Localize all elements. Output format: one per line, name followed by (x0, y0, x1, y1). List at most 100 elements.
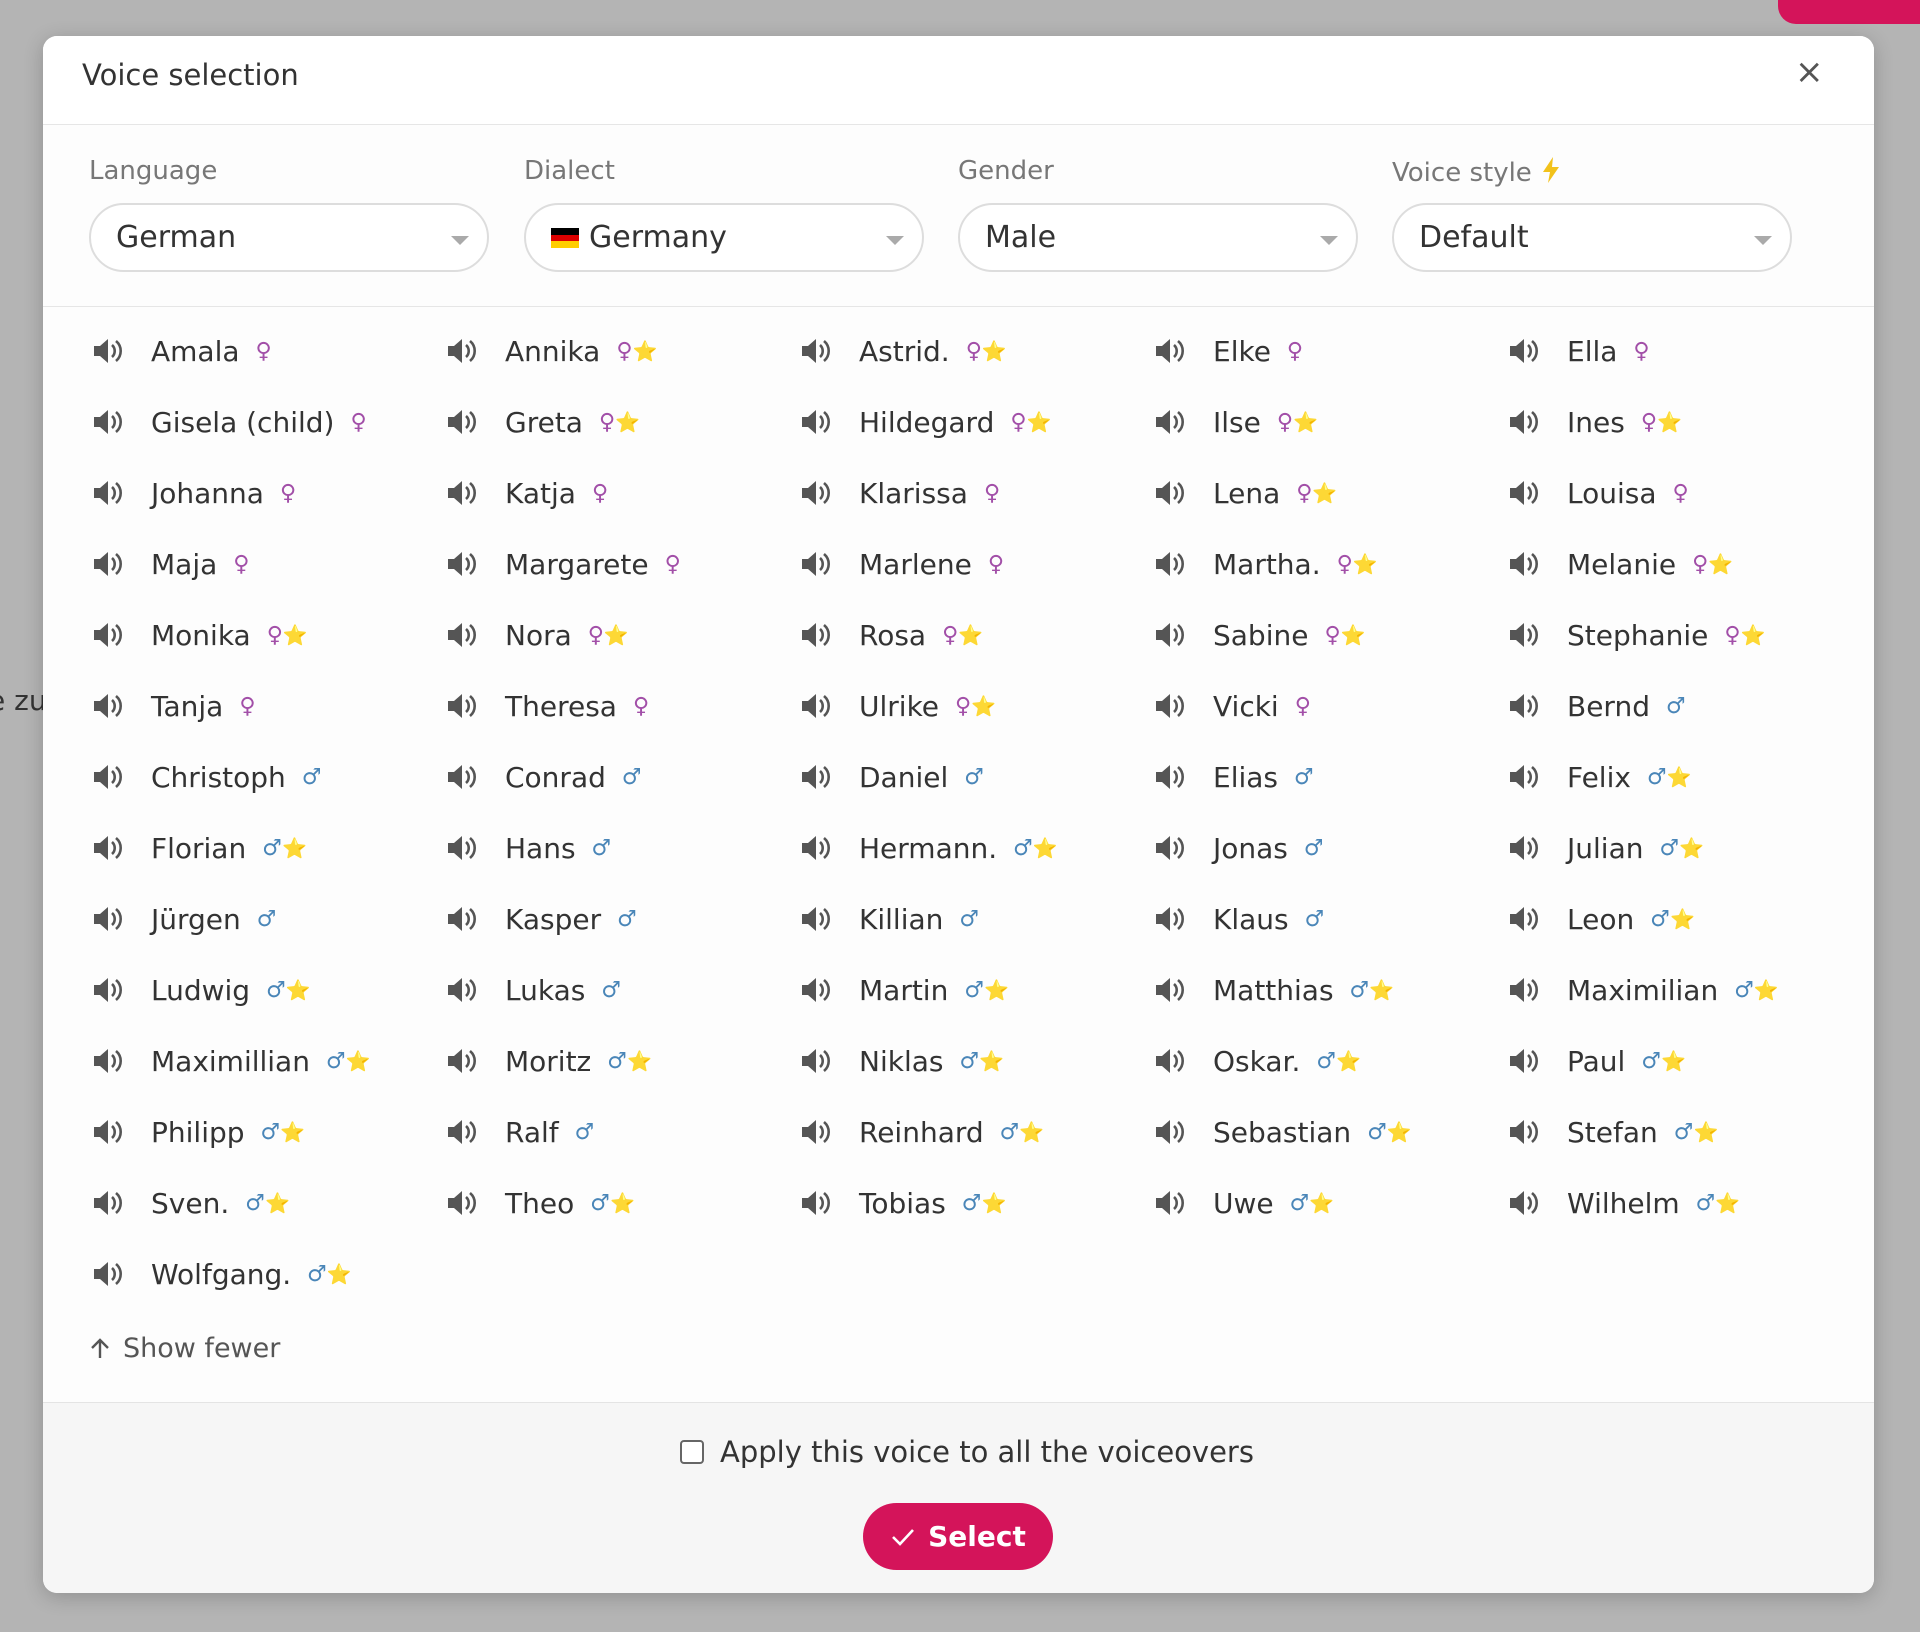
voice-item[interactable]: Christoph ♂ (91, 752, 322, 802)
speaker-icon[interactable] (91, 975, 125, 1005)
voice-item[interactable]: Tanja ♀ (91, 681, 255, 731)
speaker-icon[interactable] (1153, 1117, 1187, 1147)
voice-item[interactable]: Ludwig ♂ ⭐ (91, 965, 311, 1015)
speaker-icon[interactable] (91, 1188, 125, 1218)
voice-item[interactable]: Theo ♂ ⭐ (445, 1178, 635, 1228)
voice-item[interactable]: Ilse ♀ ⭐ (1153, 397, 1318, 447)
speaker-icon[interactable] (1153, 549, 1187, 579)
speaker-icon[interactable] (1507, 1188, 1541, 1218)
voice-item[interactable]: Elias ♂ (1153, 752, 1314, 802)
voice-item[interactable]: Wilhelm ♂ ⭐ (1507, 1178, 1740, 1228)
voice-item[interactable]: Theresa ♀ (445, 681, 649, 731)
voice-item[interactable]: Klaus ♂ (1153, 894, 1324, 944)
speaker-icon[interactable] (91, 833, 125, 863)
speaker-icon[interactable] (91, 904, 125, 934)
voice-item[interactable]: Tobias ♂ ⭐ (799, 1178, 1006, 1228)
speaker-icon[interactable] (799, 1046, 833, 1076)
voice-item[interactable]: Monika ♀ ⭐ (91, 610, 308, 660)
speaker-icon[interactable] (1507, 336, 1541, 366)
speaker-icon[interactable] (1507, 549, 1541, 579)
close-button[interactable]: × (1795, 52, 1824, 92)
voice-item[interactable]: Gisela (child) ♀ (91, 397, 367, 447)
voice-item[interactable]: Katja ♀ (445, 468, 608, 518)
speaker-icon[interactable] (91, 1046, 125, 1076)
voice-item[interactable]: Ulrike ♀ ⭐ (799, 681, 996, 731)
voice-item[interactable]: Sven. ♂ ⭐ (91, 1178, 290, 1228)
speaker-icon[interactable] (799, 620, 833, 650)
speaker-icon[interactable] (1153, 1046, 1187, 1076)
dropdown[interactable]: Germany (524, 203, 924, 272)
speaker-icon[interactable] (445, 833, 479, 863)
speaker-icon[interactable] (799, 904, 833, 934)
speaker-icon[interactable] (1153, 1188, 1187, 1218)
voice-item[interactable]: Stephanie ♀ ⭐ (1507, 610, 1765, 660)
voice-item[interactable]: Felix ♂ ⭐ (1507, 752, 1692, 802)
voice-item[interactable]: Florian ♂ ⭐ (91, 823, 307, 873)
voice-item[interactable]: Conrad ♂ (445, 752, 642, 802)
voice-item[interactable]: Nora ♀ ⭐ (445, 610, 629, 660)
speaker-icon[interactable] (91, 407, 125, 437)
speaker-icon[interactable] (799, 1117, 833, 1147)
speaker-icon[interactable] (445, 1117, 479, 1147)
speaker-icon[interactable] (1153, 691, 1187, 721)
voice-item[interactable]: Sebastian ♂ ⭐ (1153, 1107, 1412, 1157)
speaker-icon[interactable] (1153, 833, 1187, 863)
voice-item[interactable]: Jonas ♂ (1153, 823, 1324, 873)
speaker-icon[interactable] (1507, 620, 1541, 650)
voice-item[interactable]: Margarete ♀ (445, 539, 681, 589)
speaker-icon[interactable] (1153, 478, 1187, 508)
voice-item[interactable]: Martin ♂ ⭐ (799, 965, 1009, 1015)
speaker-icon[interactable] (799, 478, 833, 508)
voice-item[interactable]: Maximillian ♂ ⭐ (91, 1036, 371, 1086)
voice-item[interactable]: Annika ♀ ⭐ (445, 326, 657, 376)
voice-item[interactable]: Paul ♂ ⭐ (1507, 1036, 1686, 1086)
voice-item[interactable]: Ella ♀ (1507, 326, 1650, 376)
voice-item[interactable]: Matthias ♂ ⭐ (1153, 965, 1394, 1015)
speaker-icon[interactable] (1507, 762, 1541, 792)
speaker-icon[interactable] (91, 478, 125, 508)
speaker-icon[interactable] (799, 407, 833, 437)
speaker-icon[interactable] (445, 478, 479, 508)
speaker-icon[interactable] (445, 975, 479, 1005)
speaker-icon[interactable] (91, 1259, 125, 1289)
voice-item[interactable]: Maja ♀ (91, 539, 249, 589)
voice-item[interactable]: Vicki ♀ (1153, 681, 1311, 731)
speaker-icon[interactable] (445, 1046, 479, 1076)
apply-all[interactable]: Apply this voice to all the voiceovers (680, 1435, 1254, 1469)
speaker-icon[interactable] (445, 407, 479, 437)
speaker-icon[interactable] (1507, 833, 1541, 863)
speaker-icon[interactable] (91, 762, 125, 792)
voice-item[interactable]: Daniel ♂ (799, 752, 984, 802)
speaker-icon[interactable] (445, 620, 479, 650)
dropdown[interactable]: Default (1392, 203, 1792, 272)
speaker-icon[interactable] (1153, 620, 1187, 650)
voice-item[interactable]: Rosa ♀ ⭐ (799, 610, 983, 660)
voice-item[interactable]: Lukas ♂ (445, 965, 621, 1015)
checkbox[interactable] (680, 1440, 704, 1464)
voice-item[interactable]: Martha. ♀ ⭐ (1153, 539, 1378, 589)
speaker-icon[interactable] (445, 336, 479, 366)
voice-item[interactable]: Louisa ♀ (1507, 468, 1689, 518)
speaker-icon[interactable] (1153, 336, 1187, 366)
speaker-icon[interactable] (445, 1188, 479, 1218)
voice-item[interactable]: Lena ♀ ⭐ (1153, 468, 1337, 518)
speaker-icon[interactable] (1153, 762, 1187, 792)
voice-item[interactable]: Jürgen ♂ (91, 894, 277, 944)
select-button[interactable]: Select (863, 1503, 1053, 1570)
voice-item[interactable]: Hildegard ♀ ⭐ (799, 397, 1051, 447)
voice-item[interactable]: Johanna ♀ (91, 468, 296, 518)
speaker-icon[interactable] (91, 336, 125, 366)
voice-item[interactable]: Hans ♂ (445, 823, 611, 873)
voice-item[interactable]: Bernd ♂ (1507, 681, 1686, 731)
voice-item[interactable]: Killian ♂ (799, 894, 979, 944)
speaker-icon[interactable] (1507, 407, 1541, 437)
speaker-icon[interactable] (1507, 1046, 1541, 1076)
voice-item[interactable]: Uwe ♂ ⭐ (1153, 1178, 1334, 1228)
voice-item[interactable]: Kasper ♂ (445, 894, 637, 944)
speaker-icon[interactable] (91, 620, 125, 650)
voice-item[interactable]: Elke ♀ (1153, 326, 1303, 376)
speaker-icon[interactable] (445, 904, 479, 934)
speaker-icon[interactable] (799, 549, 833, 579)
voice-item[interactable]: Stefan ♂ ⭐ (1507, 1107, 1718, 1157)
voice-item[interactable]: Oskar. ♂ ⭐ (1153, 1036, 1361, 1086)
